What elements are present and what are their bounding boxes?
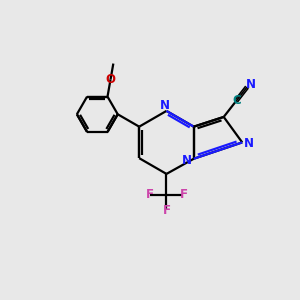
Text: F: F bbox=[146, 188, 154, 201]
Text: C: C bbox=[233, 94, 242, 107]
Text: F: F bbox=[163, 204, 170, 217]
Text: N: N bbox=[182, 154, 192, 167]
Text: N: N bbox=[246, 78, 256, 91]
Text: N: N bbox=[244, 137, 254, 150]
Text: O: O bbox=[106, 73, 116, 86]
Text: N: N bbox=[160, 99, 170, 112]
Text: F: F bbox=[179, 188, 188, 201]
